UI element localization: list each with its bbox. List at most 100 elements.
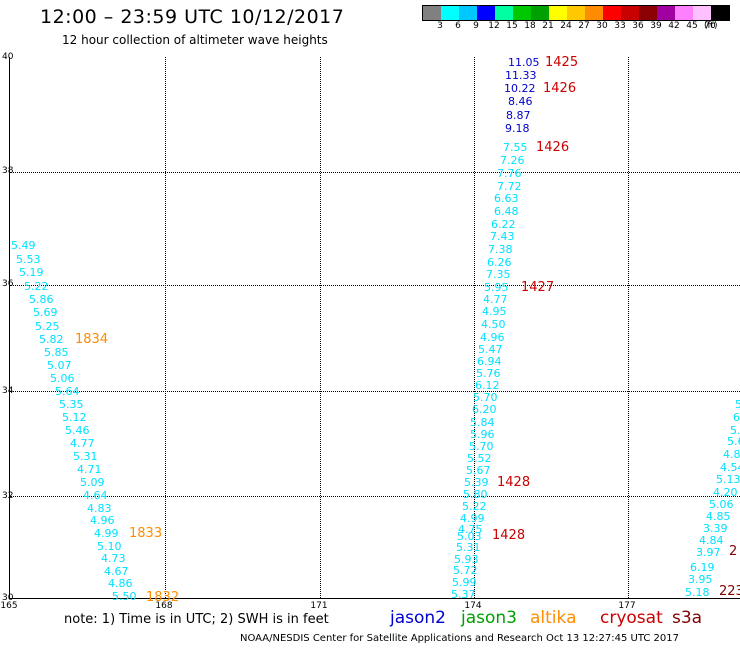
wave-height-value: 4.85 <box>706 510 731 523</box>
legend-swatch <box>477 6 495 20</box>
legend-label: 18 <box>524 21 536 31</box>
legend-label: 21 <box>542 21 554 31</box>
x-tick-label: 165 <box>0 601 18 611</box>
wave-height-value: 6.19 <box>690 561 715 574</box>
y-tick-label: 38 <box>2 166 14 176</box>
legend-swatch <box>549 6 567 20</box>
wave-height-value: 5.99 <box>452 576 477 589</box>
wave-height-value: 4.54 <box>720 461 740 474</box>
wave-height-value: 11.33 <box>505 69 537 82</box>
satellite-altika: altika <box>530 608 577 628</box>
wave-height-value: 8.46 <box>508 95 533 108</box>
wave-height-value: 4.67 <box>104 565 129 578</box>
wave-height-value: 5.80 <box>463 488 488 501</box>
wave-height-value: 5.64 <box>55 385 80 398</box>
satellite-jason2: jason2 <box>390 608 446 628</box>
legend-label: 42 <box>668 21 680 31</box>
wave-height-value: 4.8 <box>723 448 740 461</box>
wave-height-value: 4.77 <box>483 293 508 306</box>
wave-height-value: 5.49 <box>11 239 36 252</box>
legend-label: 15 <box>506 21 518 31</box>
wave-height-value: 5. <box>730 424 740 437</box>
wave-height-value: 5.31 <box>73 450 98 463</box>
x-tick-label: 171 <box>310 601 328 611</box>
legend-swatch <box>639 6 657 20</box>
wave-height-value: 5.84 <box>470 416 495 429</box>
y-tick-label: 36 <box>2 279 14 289</box>
wave-height-value: 5.67 <box>466 464 491 477</box>
wave-height-value: 5 <box>735 398 740 411</box>
legend-label: 24 <box>560 21 572 31</box>
legend-swatch <box>711 6 729 20</box>
wave-height-value: 5.50 <box>112 590 137 603</box>
wave-height-value: 5.07 <box>47 359 72 372</box>
wave-height-value: 5.46 <box>65 424 90 437</box>
wave-height-value: 4.83 <box>87 502 112 515</box>
wave-height-value: 4.64 <box>83 489 108 502</box>
grid-line-lon-174 <box>474 57 475 598</box>
legend-label: 36 <box>632 21 644 31</box>
wave-height-value: 5.86 <box>29 293 54 306</box>
wave-height-value: 5.76 <box>476 367 501 380</box>
wave-height-value: 5.12 <box>62 411 87 424</box>
legend-label: 30 <box>596 21 608 31</box>
wave-height-value: 3.95 <box>688 573 713 586</box>
legend-swatch <box>513 6 531 20</box>
wave-height-value: 10.22 <box>504 82 536 95</box>
wave-height-value: 5.47 <box>478 343 503 356</box>
satellite-s3a: s3a <box>672 608 703 628</box>
wave-height-value: 7.26 <box>500 154 525 167</box>
satellite-cryosat: cryosat <box>600 608 663 628</box>
note-text: note: 1) Time is in UTC; 2) SWH is in fe… <box>64 612 329 627</box>
wave-height-value: 7.55 <box>503 141 528 154</box>
grid-line-lat-36 <box>10 285 740 286</box>
pass-time-label: 1832 <box>146 590 180 605</box>
wave-height-value: 4.84 <box>699 534 724 547</box>
pass-time-label: 1427 <box>521 280 555 295</box>
pass-time-label: 1833 <box>129 526 163 541</box>
map-plot-area <box>9 57 740 599</box>
page-title: 12:00 – 23:59 UTC 10/12/2017 <box>40 6 345 28</box>
wave-height-value: 6.20 <box>472 403 497 416</box>
legend-swatch <box>603 6 621 20</box>
wave-height-value: 6.12 <box>475 379 500 392</box>
satellite-jason3: jason3 <box>461 608 517 628</box>
wave-height-value: 5.03 <box>457 530 482 543</box>
footer-credit: NOAA/NESDIS Center for Satellite Applica… <box>240 633 679 644</box>
wave-height-value: 5.70 <box>469 440 494 453</box>
legend-label: 39 <box>650 21 662 31</box>
wave-height-value: 6 <box>733 411 740 424</box>
legend-label: 12 <box>488 21 500 31</box>
legend-label: 70 <box>704 21 716 31</box>
wave-height-value: 5.70 <box>473 391 498 404</box>
wave-height-value: 4.96 <box>480 331 505 344</box>
wave-height-value: 7.35 <box>486 268 511 281</box>
wave-height-value: 5.37 <box>451 588 476 601</box>
pass-time-label: 223 <box>719 584 740 599</box>
legend-swatch <box>621 6 639 20</box>
wave-height-value: 5.18 <box>685 586 710 599</box>
wave-height-value: 4.75 <box>458 523 483 536</box>
wave-height-value: 5.22 <box>24 280 49 293</box>
legend-swatch <box>441 6 459 20</box>
color-scale-legend <box>422 5 730 21</box>
wave-height-value: 4.86 <box>108 577 133 590</box>
wave-height-value: 5.6 <box>727 435 740 448</box>
wave-height-value: 5.22 <box>462 500 487 513</box>
y-tick-label: 32 <box>2 491 14 501</box>
wave-height-value: 11.05 <box>508 56 540 69</box>
legend-swatch <box>693 6 711 20</box>
wave-height-value: 6.48 <box>494 205 519 218</box>
x-tick-label: 168 <box>155 601 173 611</box>
wave-height-value: 6.63 <box>494 192 519 205</box>
wave-height-value: 5.25 <box>35 320 60 333</box>
pass-time-label: 2 <box>729 544 738 559</box>
legend-swatch <box>567 6 585 20</box>
wave-height-value: 4.99 <box>460 512 485 525</box>
wave-height-value: 6.26 <box>487 256 512 269</box>
wave-height-value: 4.95 <box>482 305 507 318</box>
wave-height-value: 8.87 <box>506 109 531 122</box>
wave-height-value: 4.20 <box>713 486 738 499</box>
grid-line-lat-38 <box>10 172 740 173</box>
pass-time-label: 1426 <box>536 140 570 155</box>
